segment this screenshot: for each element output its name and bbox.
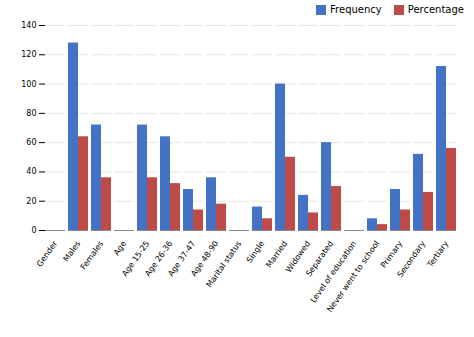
html-text:Frequency: Frequency (330, 4, 382, 15)
svg-text:Gender: Gender (35, 239, 60, 269)
svg-text:Single: Single (245, 239, 267, 264)
svg-text:Marital status: Marital status (204, 239, 243, 289)
svg-text:100: 100 (21, 80, 36, 89)
svg-text:Age 37-47: Age 37-47 (166, 239, 198, 279)
svg-text:Age 48-90: Age 48-90 (189, 239, 221, 279)
svg-text:Males: Males (62, 239, 83, 263)
svg-text:Tertiary: Tertiary (425, 239, 450, 270)
svg-text:Age 26-36: Age 26-36 (143, 239, 175, 279)
svg-text:Females: Females (79, 239, 105, 271)
svg-text:Secondary: Secondary (396, 239, 428, 279)
svg-text:Age 15-25: Age 15-25 (120, 239, 152, 279)
svg-text:40: 40 (26, 167, 36, 176)
svg-text:Age: Age (112, 239, 128, 257)
svg-text:140: 140 (21, 21, 36, 30)
html-text:Percentage: Percentage (407, 4, 464, 15)
svg-text:0: 0 (31, 226, 36, 235)
svg-text:20: 20 (26, 197, 36, 206)
svg-text:Never went to school: Never went to school (325, 239, 381, 314)
svg-text:Level of education: Level of education (308, 239, 359, 305)
svg-text:80: 80 (26, 109, 36, 118)
svg-text:120: 120 (21, 50, 36, 59)
svg-text:Primary: Primary (379, 239, 405, 270)
svg-text:Widowed: Widowed (283, 239, 313, 275)
svg-text:60: 60 (26, 138, 36, 147)
svg-text:Separated: Separated (304, 239, 336, 279)
svg-text:Married: Married (264, 239, 289, 269)
